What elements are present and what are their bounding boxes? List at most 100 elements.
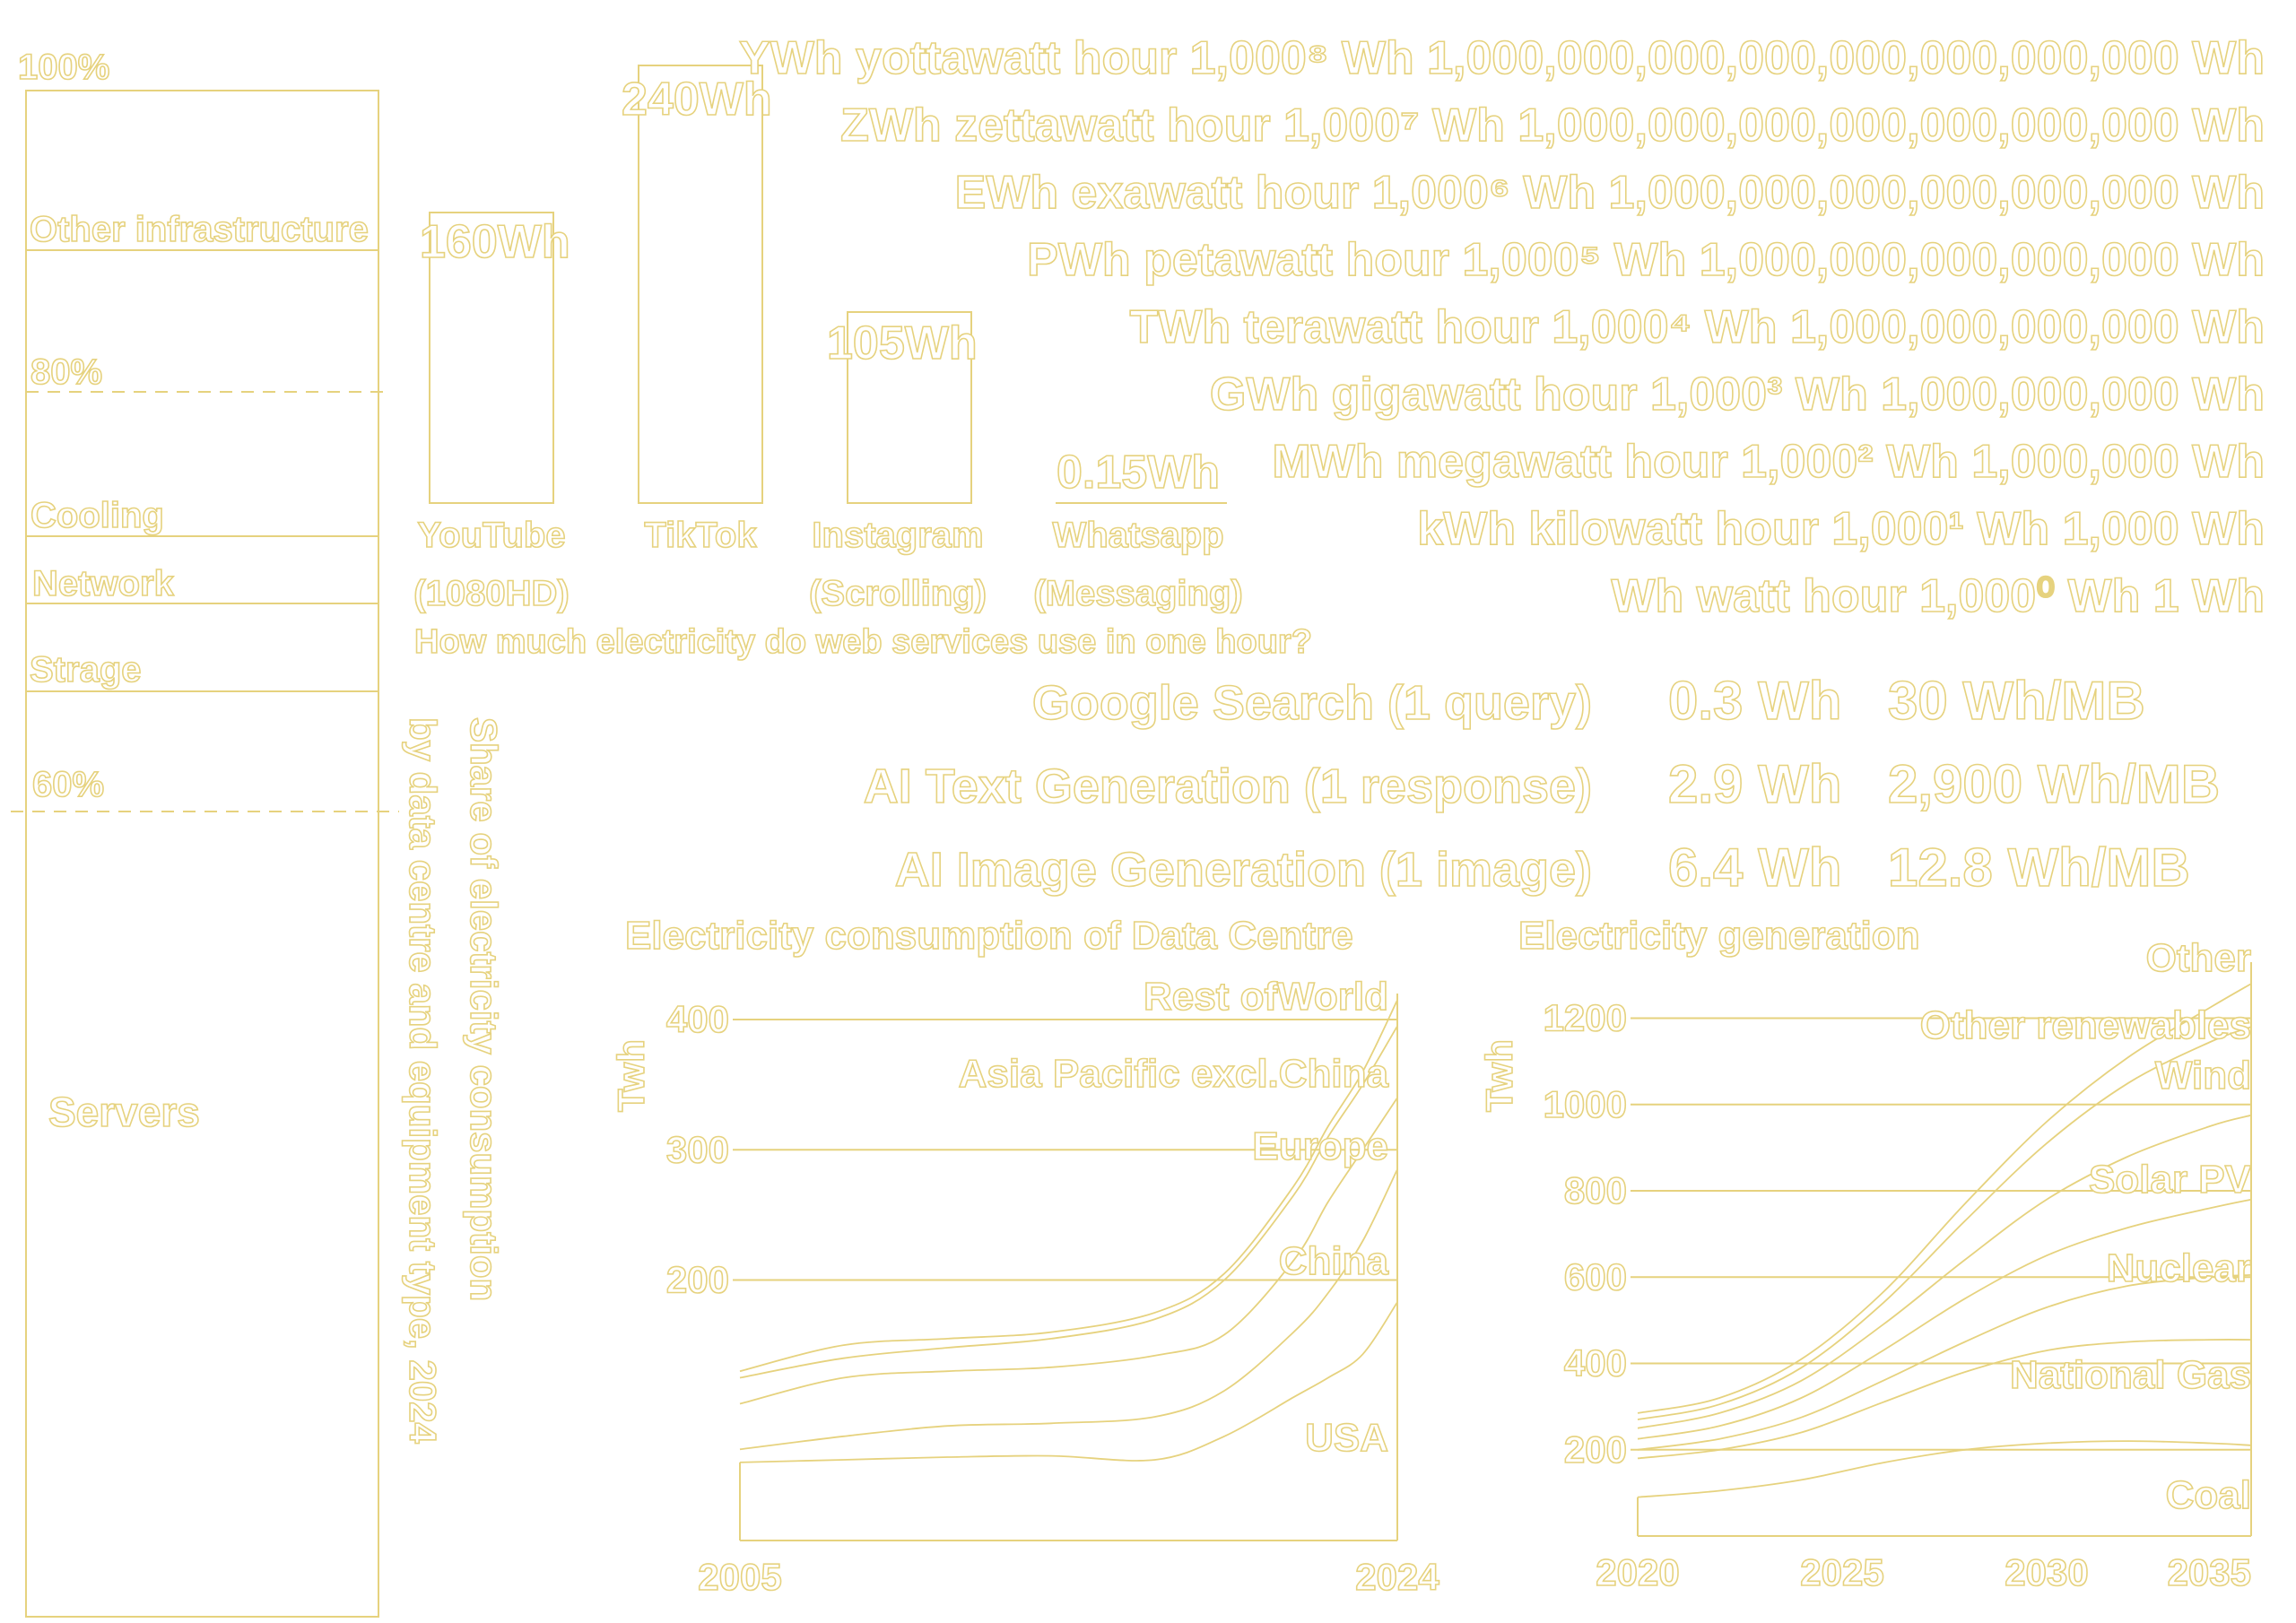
series-line-coal [1637,1440,2252,1498]
generation-x-ticks: 2020 2025 2030 2035 [1595,1550,2251,1594]
share-pct-100: 100% [18,48,109,87]
share-title-line2: by data centre and equipment type, 2024 [402,717,444,1445]
task-energy-ai-text: 2.9 Wh [1668,754,1841,814]
x-tick-label-2035: 2035 [2168,1551,2251,1593]
series-line-other [1637,983,2252,1414]
bar-youtube [429,212,554,504]
share-chart: 100% 80% 60% Other infrastructure Coolin… [11,47,506,1618]
unit-row-gwh: GWh gigawatt hour 1,000³ Wh 1,000,000,00… [1210,369,2265,421]
datacentre-series-labels: USA China Europe Asia Pacific excl.China Res… [958,974,1389,1461]
series-label-usa: USA [1305,1416,1388,1460]
series-label-other-renewables: Other renewables [1920,1003,2251,1047]
series-label-coal: Coal [2166,1473,2251,1517]
task-permb-ai-image: 12.8 Wh/MB [1888,838,2190,898]
x-tick-label-2024: 2024 [1355,1556,1439,1598]
share-label-storage: Strage [30,650,142,690]
task-permb-ai-text: 2,900 Wh/MB [1888,754,2220,814]
unit-row-twh: TWh terawatt hour 1,000⁴ Wh 1,000,000,00… [1130,301,2266,353]
bar-detail-whatsapp: (Messaging) [1033,574,1242,613]
datacentre-y-ticks: 400 300 200 [665,997,730,1301]
share-pct-80: 80% [30,352,102,392]
share-bar-frame [25,90,379,1618]
bar-value-youtube: 160Wh [420,216,570,268]
series-line-europe [739,1097,1398,1405]
task-permb-google: 30 Wh/MB [1888,671,2145,731]
series-line-nuclear [1637,1274,2252,1451]
generation-ylabel: Twh [1478,1039,1520,1112]
series-line-rest-ofworld [739,999,1398,1373]
task-energy-google: 0.3 Wh [1668,671,1841,731]
share-label-network: Network [32,564,175,603]
y-tick-label-1200: 1200 [1544,997,1627,1039]
task-energy-ai-image: 6.4 Wh [1668,838,1841,898]
datacentre-ylabel: Twh [610,1039,652,1112]
y-tick-label-200: 200 [666,1259,729,1301]
series-label-asia-pacific-excl-china: Asia Pacific excl.China [959,1052,1389,1096]
bar-detail-instagram: (Scrolling) [809,574,987,613]
generation-gridlines [1631,962,2252,1537]
bar-tiktok [638,65,763,504]
series-label-rest-ofworld: Rest ofWorld [1144,975,1388,1019]
datacentre-x-ticks: 2005 2024 [697,1555,1440,1599]
generation-series-labels: Coal National Gas Nuclear Solar PV Wind Other… [1919,935,2253,1518]
y-tick-label-400: 400 [1564,1342,1627,1384]
datacentre-gridlines [733,994,1398,1541]
datacentre-title: Electricity consumption of Data Centre [625,914,1353,958]
share-pct-60: 60% [32,765,104,804]
x-tick-label-2025: 2025 [1800,1551,1883,1593]
units-table: YWh yottawatt hour 1,000⁸ Wh 1,000,000,0… [738,31,2266,623]
y-tick-label-200: 200 [1564,1428,1627,1471]
task-name-google: Google Search (1 query) [1032,676,1592,730]
generation-series [1637,983,2252,1498]
series-line-china [739,1168,1398,1451]
series-line-asia-pacific-excl-china [739,1025,1398,1379]
series-line-wind [1637,1114,2252,1429]
generation-y-ticks: 1200 1000 800 600 400 200 [1543,996,1628,1471]
bar-name-instagram: Instagram [812,516,983,555]
datacentre-series [739,999,1398,1463]
unit-row-mwh: MWh megawatt hour 1,000² Wh 1,000,000 Wh [1272,436,2265,488]
generation-title: Electricity generation [1518,914,1919,958]
datacentre-chart: Electricity consumption of Data Centre T… [609,913,1440,1599]
series-label-national-gas: National Gas [2010,1353,2251,1397]
bar-detail-youtube: (1080HD) [413,574,569,613]
series-line-solar-pv [1637,1198,2252,1440]
series-label-wind: Wind [2155,1054,2251,1098]
series-label-europe: Europe [1252,1124,1388,1168]
bar-name-youtube: YouTube [417,516,565,555]
series-label-china: China [1279,1239,1389,1283]
x-tick-label-2005: 2005 [698,1556,781,1598]
y-tick-label-800: 800 [1564,1169,1627,1211]
bar-name-whatsapp: Whatsapp [1052,516,1223,555]
bar-value-instagram: 105Wh [827,317,978,369]
share-label-cooling: Cooling [30,496,164,535]
unit-row-ywh: YWh yottawatt hour 1,000⁸ Wh 1,000,000,0… [739,32,2265,84]
series-label-solar-pv: Solar PV [2089,1158,2252,1202]
generation-chart: Electricity generation Twh 1200 1000 800 60… [1477,913,2253,1594]
unit-row-zwh: ZWh zettawatt hour 1,000⁷ Wh 1,000,000,0… [840,100,2265,152]
unit-row-wh: Wh watt hour 1,000⁰ Wh 1 Wh [1611,570,2265,622]
series-line-national-gas [1637,1339,2252,1460]
services-chart: 160Wh 240Wh 105Wh 0.15Wh YouTube (1080HD… [413,65,1313,662]
services-title: How much electricity do web services use… [414,623,1312,661]
share-label-other-infrastructure: Other infrastructure [30,210,369,249]
bar-value-tiktok: 240Wh [622,74,772,126]
task-name-ai-text: AI Text Generation (1 response) [864,759,1592,813]
series-line-other-renewables [1637,1026,2252,1420]
task-table: Google Search (1 query) 0.3 Wh 30 Wh/MB … [863,670,2221,898]
x-tick-label-2030: 2030 [2005,1551,2088,1593]
bar-value-whatsapp: 0.15Wh [1057,447,1220,499]
y-tick-label-600: 600 [1564,1255,1627,1298]
bar-instagram [847,311,972,504]
series-label-other: Other [2146,936,2251,980]
share-title-line1: Share of electricity consumption [463,717,505,1301]
unit-row-kwh: kWh kilowatt hour 1,000¹ Wh 1,000 Wh [1417,503,2265,555]
series-line-usa [739,1301,1398,1463]
unit-row-pwh: PWh petawatt hour 1,000⁵ Wh 1,000,000,00… [1027,234,2265,286]
x-tick-label-2020: 2020 [1596,1551,1679,1593]
task-name-ai-image: AI Image Generation (1 image) [895,843,1592,897]
y-tick-label-400: 400 [666,998,729,1040]
bar-name-tiktok: TikTok [644,516,757,555]
y-tick-label-300: 300 [666,1128,729,1170]
